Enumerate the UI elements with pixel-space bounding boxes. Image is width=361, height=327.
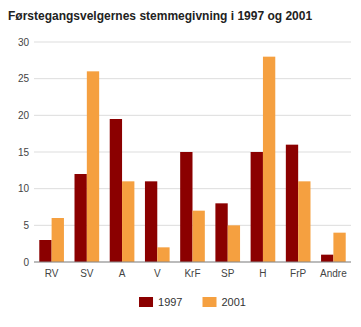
grid-line [34, 262, 351, 263]
bar [52, 218, 64, 262]
y-tick-label: 10 [18, 183, 30, 194]
y-tick-label: 25 [18, 73, 30, 84]
bar [286, 145, 298, 262]
x-tick-label: SV [80, 268, 94, 279]
legend: 1997 2001 [139, 296, 246, 308]
title: Førstegangsvelgernes stemmegivning i 199… [8, 9, 312, 23]
y-axis: 0 5 10 15 20 25 30 [18, 37, 351, 268]
grid-line [34, 42, 351, 43]
legend-item: 2001 [203, 296, 246, 308]
bar [110, 119, 122, 262]
legend-label: 2001 [222, 296, 246, 308]
y-tick-label: 0 [23, 257, 29, 268]
x-tick-label: Andre [320, 268, 347, 279]
chart: Førstegangsvelgernes stemmegivning i 199… [0, 0, 361, 327]
bar [75, 174, 87, 262]
y-tick-label: 5 [23, 220, 29, 231]
x-tick-label: A [119, 268, 126, 279]
y-tick-label: 20 [18, 110, 30, 121]
bars [39, 57, 345, 262]
y-tick-label: 30 [18, 37, 30, 48]
bar [321, 255, 333, 262]
x-axis: RV SV A V KrF SP H FrP Andre [45, 268, 347, 279]
bar [228, 225, 240, 262]
x-axis-line [34, 262, 351, 263]
bar [145, 181, 157, 262]
legend-swatch [203, 297, 217, 307]
bar [215, 203, 227, 262]
bar [333, 233, 345, 262]
grid-line [34, 78, 351, 79]
bar [122, 181, 134, 262]
bar [180, 152, 192, 262]
x-tick-label: RV [45, 268, 59, 279]
bar [298, 181, 310, 262]
x-tick-label: KrF [184, 268, 200, 279]
x-tick-label: FrP [290, 268, 306, 279]
x-tick-label: SP [221, 268, 235, 279]
y-tick-label: 15 [18, 147, 30, 158]
legend-label: 1997 [158, 296, 182, 308]
bar [157, 247, 169, 262]
x-tick-label: V [154, 268, 161, 279]
x-tick-label: H [259, 268, 266, 279]
bar [87, 71, 99, 262]
grid-line [34, 115, 351, 116]
legend-swatch [139, 297, 153, 307]
bar [193, 211, 205, 262]
legend-item: 1997 [139, 296, 182, 308]
bar [251, 152, 263, 262]
bar [263, 57, 275, 262]
bar [39, 240, 51, 262]
